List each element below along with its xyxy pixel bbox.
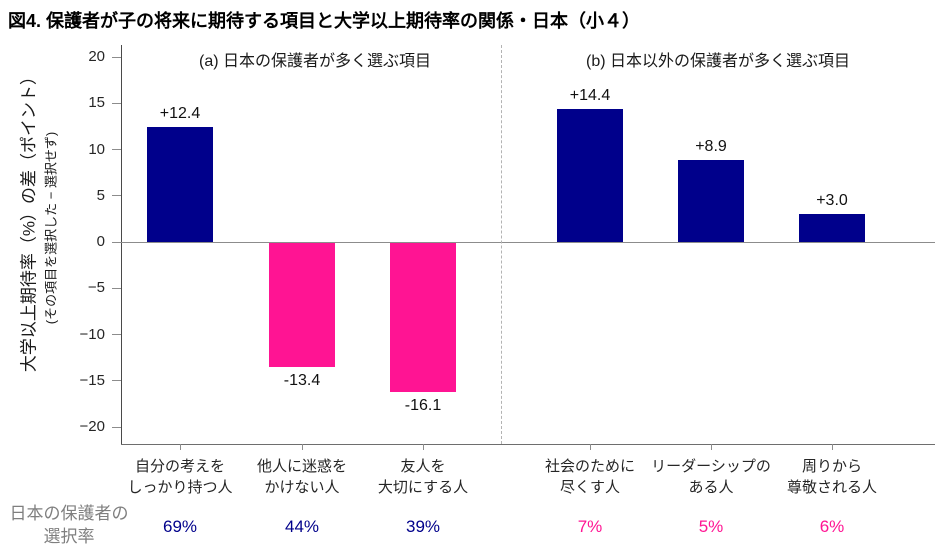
bar-1 — [147, 127, 213, 242]
figure-title: 図4. 保護者が子の将来に期待する項目と大学以上期待率の関係・日本（小４） — [8, 11, 641, 31]
bar-3 — [390, 243, 456, 392]
y-tick-mark — [112, 426, 121, 428]
y-tick-mark — [112, 287, 121, 289]
y-tick-label: 0 — [96, 233, 105, 250]
category-label: リーダーシップの ある人 — [651, 456, 771, 498]
x-tick-mark — [302, 444, 303, 450]
y-tick-mark — [112, 241, 121, 243]
bar-value-label: -13.4 — [283, 371, 321, 389]
y-tick-mark — [112, 149, 121, 150]
selection-rate-value: 7% — [577, 517, 603, 536]
y-tick-mark — [112, 334, 121, 335]
category-label-line: 尊敬される人 — [786, 479, 878, 496]
zero-baseline — [121, 242, 935, 243]
x-tick-mark — [590, 444, 591, 450]
category-label-line: 社会のために — [544, 458, 636, 475]
category-label-line: しっかり持つ人 — [127, 479, 233, 496]
category-label: 周りから尊敬される人 — [787, 456, 877, 498]
selection-rate-value: 6% — [819, 517, 845, 536]
bar-value-label: +3.0 — [816, 192, 848, 210]
bar-value-label: +14.4 — [569, 86, 611, 104]
category-label: 他人に迷惑を かけない人 — [257, 456, 347, 498]
selection-rate-value: 69% — [162, 517, 198, 536]
category-label-line: リーダーシップの — [651, 458, 771, 475]
selection-rate-value: 44% — [284, 517, 320, 536]
category-label-line: 他人に迷惑を — [256, 458, 348, 475]
category-label-line: 友人を — [400, 458, 446, 475]
category-label-line: 周りから — [801, 458, 863, 475]
bar-6 — [799, 214, 865, 242]
y-tick-label: −10 — [79, 325, 105, 343]
category-label-line: かけない人 — [264, 479, 340, 496]
y-tick-label: −15 — [79, 371, 105, 389]
x-tick-mark — [423, 444, 424, 450]
bar-value-label: +12.4 — [159, 105, 201, 123]
y-tick-label: 10 — [88, 140, 105, 158]
y-tick-mark — [112, 195, 121, 197]
bar-value-label: +8.9 — [695, 137, 727, 155]
y-tick-label: 5 — [96, 186, 105, 204]
y-tick-label: 15 — [88, 94, 105, 112]
selection-rate-value: 39% — [405, 517, 441, 536]
selection-rate-row-label-line1: 日本の保護者の — [9, 504, 129, 523]
selection-rate-row-label: 日本の保護者の 選択率 — [0, 502, 138, 548]
bar-value-label: -16.1 — [404, 396, 442, 414]
x-tick-mark — [180, 444, 181, 450]
panel-b-title: (b) 日本以外の保護者が多く選ぶ項目 — [585, 53, 851, 70]
selection-rate-value: 5% — [698, 517, 724, 536]
y-axis-line — [121, 45, 122, 445]
bar-5 — [678, 159, 744, 242]
category-label: 自分の考えを しっかり持つ人 — [127, 456, 232, 498]
y-tick-mark — [112, 56, 121, 58]
x-tick-mark — [832, 444, 833, 450]
y-tick-mark — [112, 102, 121, 104]
y-tick-mark — [112, 380, 121, 382]
panel-divider-line — [501, 45, 502, 444]
category-label-line: 尽くす人 — [559, 479, 621, 496]
category-label: 友人を 大切にする人 — [378, 456, 468, 498]
category-label-line: ある人 — [688, 479, 734, 496]
x-axis-line — [121, 444, 935, 445]
category-label-line: 自分の考えを — [134, 458, 226, 475]
category-label: 社会のために 尽くす人 — [545, 456, 635, 498]
bar-2 — [269, 243, 335, 367]
bar-4 — [557, 108, 623, 242]
category-label-line: 大切にする人 — [377, 479, 469, 496]
y-tick-label: −20 — [79, 418, 105, 435]
selection-rate-row-label-line2: 選択率 — [43, 527, 95, 546]
x-tick-mark — [711, 444, 712, 450]
y-axis-label: 大学以上期待率（%）の差（ポイント） — [19, 67, 39, 373]
y-tick-label: 20 — [88, 48, 105, 65]
panel-a-title: (a) 日本の保護者が多く選ぶ項目 — [198, 53, 432, 70]
y-tick-label: −5 — [87, 279, 105, 297]
